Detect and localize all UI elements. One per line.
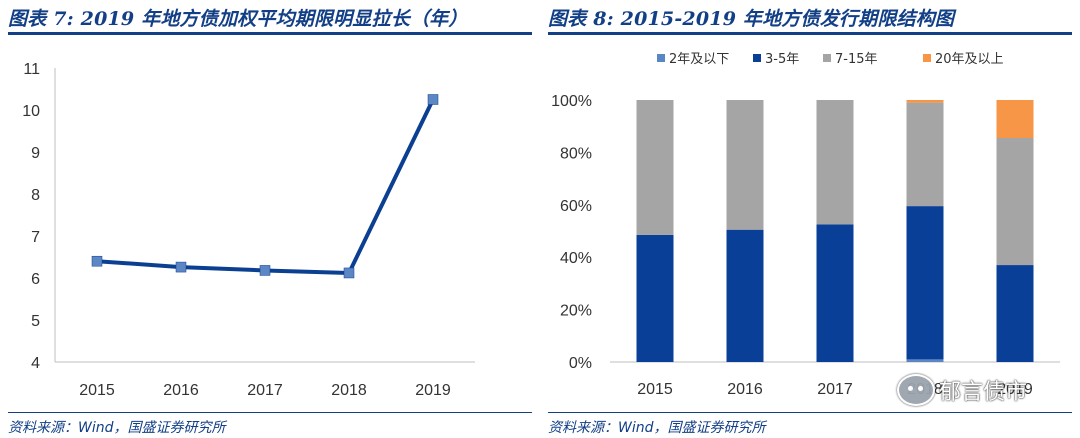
wechat-icon xyxy=(897,374,935,406)
bar-segment xyxy=(636,100,674,235)
y-tick-label: 10 xyxy=(22,103,40,120)
watermark: 郁言债市 xyxy=(897,374,1027,406)
y-tick-label: 7 xyxy=(31,229,40,246)
data-point xyxy=(427,94,439,105)
x-tick-label: 2015 xyxy=(637,381,673,398)
bar-segment xyxy=(636,234,674,362)
left-source-rule xyxy=(8,412,532,413)
right-figure-title: 图表 8: 2015-2019 年地方债发行期限结构图 xyxy=(548,8,955,30)
y-tick-label: 8 xyxy=(31,187,40,204)
bar-segment xyxy=(816,224,854,362)
right-title-rule xyxy=(548,32,1072,35)
y-tick-label: 6 xyxy=(31,271,40,288)
x-tick-label: 2019 xyxy=(997,381,1033,398)
bar-segment xyxy=(996,137,1034,266)
left-figure-title: 图表 7: 2019 年地方债加权平均期限明显拉长（年） xyxy=(8,8,468,30)
legend-label: 20年及以上 xyxy=(935,52,1004,67)
right-source-note: 资料来源：Wind，国盛证券研究所 xyxy=(548,420,766,436)
y-tick-label: 80% xyxy=(560,145,592,162)
legend-swatch xyxy=(923,54,931,62)
x-tick-label: 2016 xyxy=(727,381,763,398)
x-tick-label: 2016 xyxy=(163,382,199,399)
data-point xyxy=(175,261,187,273)
x-tick-label: 2017 xyxy=(247,382,283,399)
y-tick-label: 9 xyxy=(31,145,40,162)
bar-segment xyxy=(726,229,764,362)
y-tick-label: 40% xyxy=(560,250,592,267)
watermark-text: 郁言债市 xyxy=(939,380,1028,405)
bar-segment xyxy=(726,100,764,230)
x-tick-label: 2019 xyxy=(415,382,451,399)
y-tick-label: 4 xyxy=(31,355,40,372)
right-source-rule xyxy=(548,412,1072,413)
y-tick-label: 0% xyxy=(569,355,592,372)
bar-segment xyxy=(906,206,944,360)
bar-segment xyxy=(906,100,944,103)
stacked-bar-chart: 0%20%40%60%80%100%201520162017201820192年… xyxy=(551,52,1060,398)
y-tick-label: 20% xyxy=(560,303,592,320)
bar-segment xyxy=(906,102,944,207)
left-source-note: 资料来源：Wind，国盛证券研究所 xyxy=(8,420,226,436)
bar-segment xyxy=(906,359,944,362)
data-point xyxy=(259,265,271,276)
legend-label: 3-5年 xyxy=(765,52,799,67)
legend-label: 2年及以下 xyxy=(669,52,729,67)
x-tick-label: 2018 xyxy=(331,382,367,399)
legend-swatch xyxy=(657,54,665,62)
series-line xyxy=(96,98,435,275)
legend-swatch xyxy=(753,54,761,62)
y-tick-label: 5 xyxy=(31,313,40,330)
data-point xyxy=(91,255,103,267)
bar-segment xyxy=(816,100,854,225)
y-tick-label: 11 xyxy=(23,61,40,78)
y-tick-label: 60% xyxy=(560,198,592,215)
left-figure-panel: 图表 7: 2019 年地方债加权平均期限明显拉长（年） 4 5 6 7 8 9 10 11 2… xyxy=(8,8,532,436)
bar-segment xyxy=(996,100,1034,138)
legend-swatch xyxy=(823,54,831,62)
data-point xyxy=(343,267,355,279)
x-tick-label: 2015 xyxy=(79,382,115,399)
right-figure-panel: 图表 8: 2015-2019 年地方债发行期限结构图 0% 20% 40% 60% 8… xyxy=(540,0,1080,438)
left-title-rule xyxy=(8,32,532,35)
x-tick-label: 2017 xyxy=(817,381,853,398)
y-tick-label: 100% xyxy=(551,93,592,110)
line-chart: 4 5 6 7 8 9 10 11 2015 2016 2017 2018 2019 xyxy=(22,61,475,399)
legend-label: 7-15年 xyxy=(835,52,878,67)
bar-segment xyxy=(996,265,1034,362)
